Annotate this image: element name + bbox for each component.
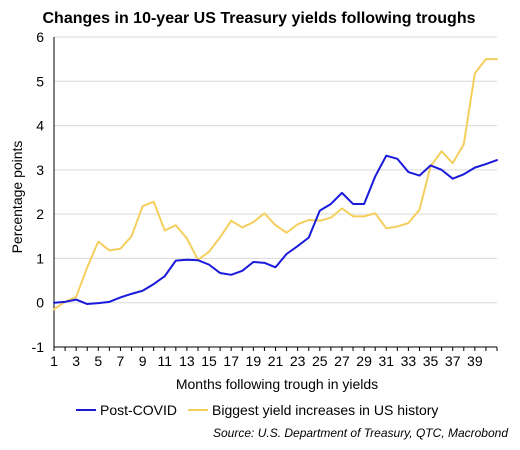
legend-item-biggest-increases: Biggest yield increases in US history — [188, 402, 438, 418]
y-tick-label: 6 — [36, 29, 44, 45]
x-tick-label: 35 — [423, 353, 439, 369]
legend-label-post-covid: Post-COVID — [100, 402, 177, 418]
x-tick-label: 1 — [50, 353, 58, 369]
y-tick-labels: -1 0 1 2 3 4 5 6 — [32, 29, 45, 355]
x-tick-label: 37 — [445, 353, 461, 369]
axes — [53, 37, 498, 351]
x-tick-label: 7 — [117, 353, 125, 369]
y-tick-label: 3 — [36, 162, 44, 178]
x-tick-label: 9 — [139, 353, 147, 369]
x-tick-label: 33 — [401, 353, 417, 369]
x-tick-label: 19 — [246, 353, 262, 369]
x-tick-label: 15 — [201, 353, 217, 369]
x-tick-label: 21 — [268, 353, 284, 369]
x-tick-label: 31 — [378, 353, 394, 369]
source-note: Source: U.S. Department of Treasury, QTC… — [213, 426, 508, 440]
x-tick-labels: 1 3 5 7 9 11 13 15 17 19 21 23 25 27 29 31 33 35 37 39 — [50, 353, 483, 369]
y-axis-label: Percentage points — [9, 141, 25, 254]
x-tick-label: 5 — [94, 353, 102, 369]
legend-label-biggest-increases: Biggest yield increases in US history — [212, 402, 438, 418]
x-axis-label: Months following trough in yields — [176, 376, 378, 392]
y-tick-label: 4 — [36, 118, 44, 134]
y-tick-label: 5 — [36, 73, 44, 89]
x-tick-label: 29 — [356, 353, 372, 369]
x-tick-label: 39 — [467, 353, 483, 369]
y-tick-label: -1 — [32, 339, 45, 355]
x-tick-label: 27 — [334, 353, 350, 369]
x-tick-label: 17 — [223, 353, 239, 369]
x-tick-label: 23 — [290, 353, 306, 369]
series-lines — [53, 58, 498, 311]
legend: Post-COVID Biggest yield increases in US… — [76, 402, 438, 418]
legend-item-post-covid: Post-COVID — [76, 402, 177, 418]
series-line-post-covid — [53, 154, 498, 306]
x-tick-label: 11 — [157, 353, 172, 369]
y-tick-label: 1 — [36, 250, 44, 266]
x-tick-label: 25 — [312, 353, 328, 369]
x-tick-label: 13 — [179, 353, 195, 369]
series-line-biggest-increases — [53, 58, 498, 311]
gridlines — [54, 36, 497, 304]
y-tick-label: 2 — [36, 206, 44, 222]
x-tick-label: 3 — [72, 353, 80, 369]
chart-title: Changes in 10-year US Treasury yields fo… — [43, 10, 476, 27]
y-tick-label: 0 — [36, 295, 44, 311]
